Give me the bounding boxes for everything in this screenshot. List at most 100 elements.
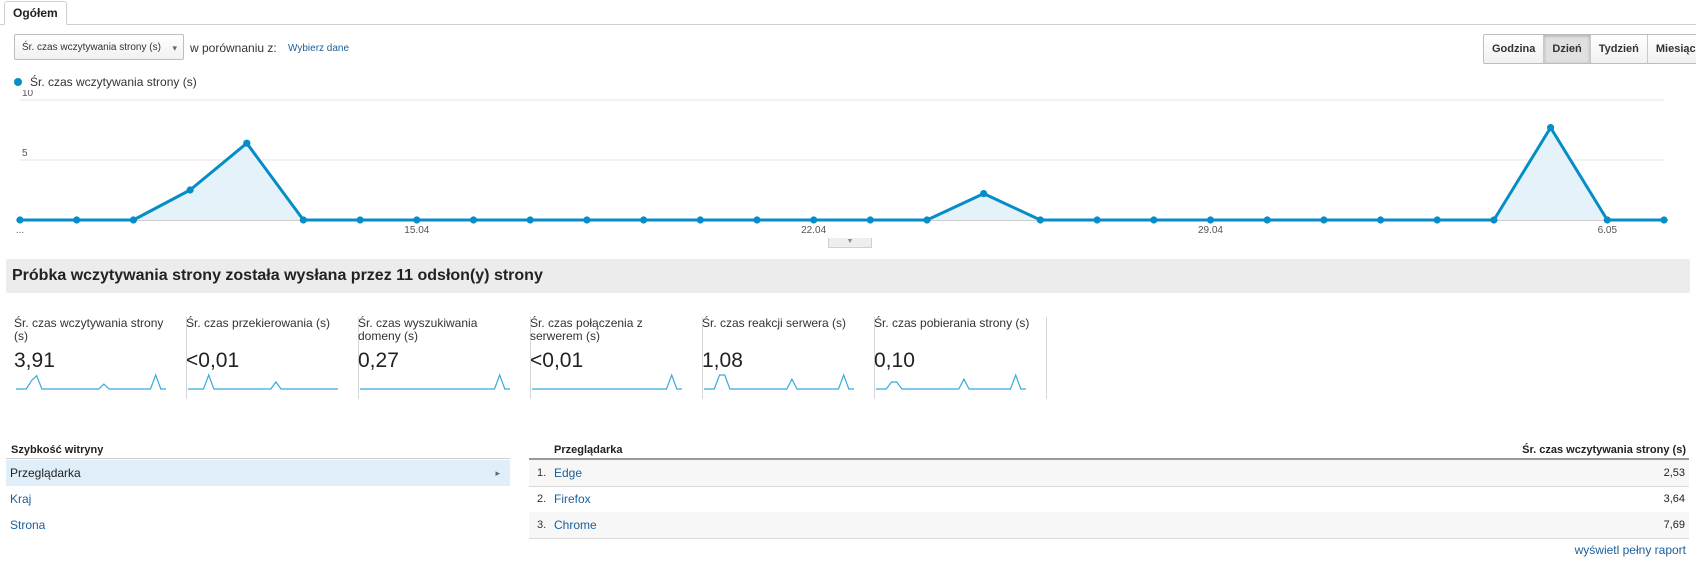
data-point	[1433, 216, 1441, 224]
nav-item-label: Strona	[10, 518, 46, 532]
scorecard-title: Śr. czas reakcji serwera (s)	[702, 316, 847, 330]
data-point	[583, 216, 591, 224]
sample-banner-text: Próbka wczytywania strony została wysłan…	[12, 267, 543, 284]
week-button[interactable]: Tydzień	[1591, 35, 1648, 63]
row-value: 2,53	[1663, 467, 1685, 479]
data-point	[413, 216, 421, 224]
data-point	[469, 216, 478, 224]
data-point	[810, 216, 818, 224]
sparkline-line	[704, 373, 854, 390]
row-link[interactable]: Edge	[554, 466, 583, 480]
nav-item-browser[interactable]: Przeglądarka ▸	[6, 460, 510, 486]
scorecard-value: 1,08	[702, 349, 743, 372]
scorecard-value: 3,91	[14, 349, 55, 372]
scorecard-value: <0,01	[530, 349, 584, 372]
row-link[interactable]: Chrome	[554, 518, 597, 532]
data-point	[129, 216, 137, 224]
data-point	[73, 216, 81, 224]
data-point	[526, 216, 534, 224]
data-point	[1660, 216, 1668, 224]
sparkline-line	[360, 373, 510, 390]
sparkline-line	[188, 373, 338, 390]
nav-heading: Szybkość witryny	[11, 444, 104, 456]
hour-button[interactable]: Godzina	[1484, 35, 1545, 63]
data-point	[1093, 216, 1101, 224]
x-tick-label: 22.04	[801, 225, 826, 236]
y-tick-label: 10	[22, 90, 34, 99]
scorecard-title: Śr. czas przekierowania (s)	[186, 316, 331, 330]
data-point	[1547, 124, 1555, 132]
time-granularity-group: Godzina Dzień Tydzień Miesiąc	[1483, 34, 1696, 64]
legend-dot-icon	[14, 78, 22, 86]
scorecard-title: Śr. czas wczytywania strony (s)	[14, 316, 164, 343]
sparkline	[532, 373, 682, 390]
scorecard-title: Śr. czas połączenia z serwerem (s)	[530, 316, 643, 343]
compare-label: w porównaniu z:	[190, 41, 277, 55]
table-row: 1. Edge 2,53	[529, 460, 1689, 487]
tab-bar	[0, 0, 1696, 25]
sparkline-line	[16, 373, 166, 390]
data-point	[356, 216, 364, 224]
data-point	[1036, 216, 1044, 224]
chart-resize-handle[interactable]: ▼	[828, 238, 872, 248]
y-tick-label: 5	[22, 148, 28, 159]
sparkline	[876, 373, 1026, 390]
data-point	[1320, 216, 1328, 224]
data-point	[1603, 216, 1611, 224]
tab-overview[interactable]: Ogółem	[4, 1, 67, 25]
chevron-right-icon: ▸	[495, 468, 500, 478]
series-area	[20, 127, 1664, 220]
metric-select-label: Śr. czas wczytywania strony (s)	[22, 42, 161, 53]
sparkline	[188, 373, 338, 390]
data-point	[980, 190, 988, 198]
column-header-load-time[interactable]: Śr. czas wczytywania strony (s)	[1522, 444, 1686, 456]
series-line	[20, 126, 1664, 222]
sparkline	[704, 373, 854, 390]
row-value: 3,64	[1663, 493, 1685, 505]
row-index: 2.	[537, 493, 547, 505]
scorecard[interactable]: Śr. czas wczytywania strony (s) 3,91	[14, 317, 187, 399]
column-header-browser[interactable]: Przeglądarka	[554, 444, 623, 456]
nav-item-label: Przeglądarka	[10, 466, 81, 480]
x-tick-label: 6.05	[1598, 225, 1618, 236]
metric-select[interactable]: Śr. czas wczytywania strony (s) ▾	[14, 34, 184, 60]
sample-banner	[6, 259, 1690, 293]
data-point	[1263, 216, 1271, 224]
scorecard[interactable]: Śr. czas wyszukiwania domeny (s) 0,27	[358, 317, 531, 399]
row-link[interactable]: Firefox	[554, 492, 591, 506]
scorecard[interactable]: Śr. czas połączenia z serwerem (s) <0,01	[530, 317, 703, 399]
x-tick-label: 29.04	[1198, 225, 1223, 236]
full-report-link[interactable]: wyświetl pełny raport	[1574, 543, 1686, 557]
chevron-down-icon: ▾	[172, 43, 177, 53]
divider	[529, 458, 1689, 460]
nav-item-country[interactable]: Kraj	[6, 486, 510, 512]
scorecard[interactable]: Śr. czas reakcji serwera (s) 1,08	[702, 317, 875, 399]
data-point	[299, 216, 307, 224]
data-point	[753, 216, 761, 224]
data-point	[1206, 216, 1215, 224]
x-tick-label: ...	[16, 225, 24, 236]
sparkline	[16, 373, 166, 390]
data-point	[186, 186, 194, 194]
month-button[interactable]: Miesiąc	[1655, 43, 1696, 55]
table-row: 2. Firefox 3,64	[529, 486, 1689, 513]
scorecard-title: Śr. czas wyszukiwania domeny (s)	[358, 316, 478, 343]
divider	[6, 458, 510, 459]
sparkline	[360, 373, 510, 390]
scorecard[interactable]: Śr. czas przekierowania (s) <0,01	[186, 317, 359, 399]
scorecard[interactable]: Śr. czas pobierania strony (s) 0,10	[874, 317, 1047, 399]
line-chart: 5 10... 15.04 22.04 29.04 6.05	[16, 90, 1668, 236]
row-index: 1.	[537, 467, 547, 479]
data-point	[923, 216, 931, 224]
data-point	[243, 139, 251, 147]
scorecard-value: 0,27	[358, 349, 399, 372]
day-button[interactable]: Dzień	[1544, 35, 1591, 63]
nav-item-page[interactable]: Strona	[6, 512, 510, 538]
scorecard-value: <0,01	[186, 349, 240, 372]
x-tick-label: 15.04	[404, 225, 429, 236]
sparkline-line	[876, 373, 1026, 390]
data-point	[696, 216, 704, 224]
data-point	[16, 216, 24, 224]
select-data-link[interactable]: Wybierz dane	[288, 43, 350, 54]
nav-item-label: Kraj	[10, 492, 32, 506]
